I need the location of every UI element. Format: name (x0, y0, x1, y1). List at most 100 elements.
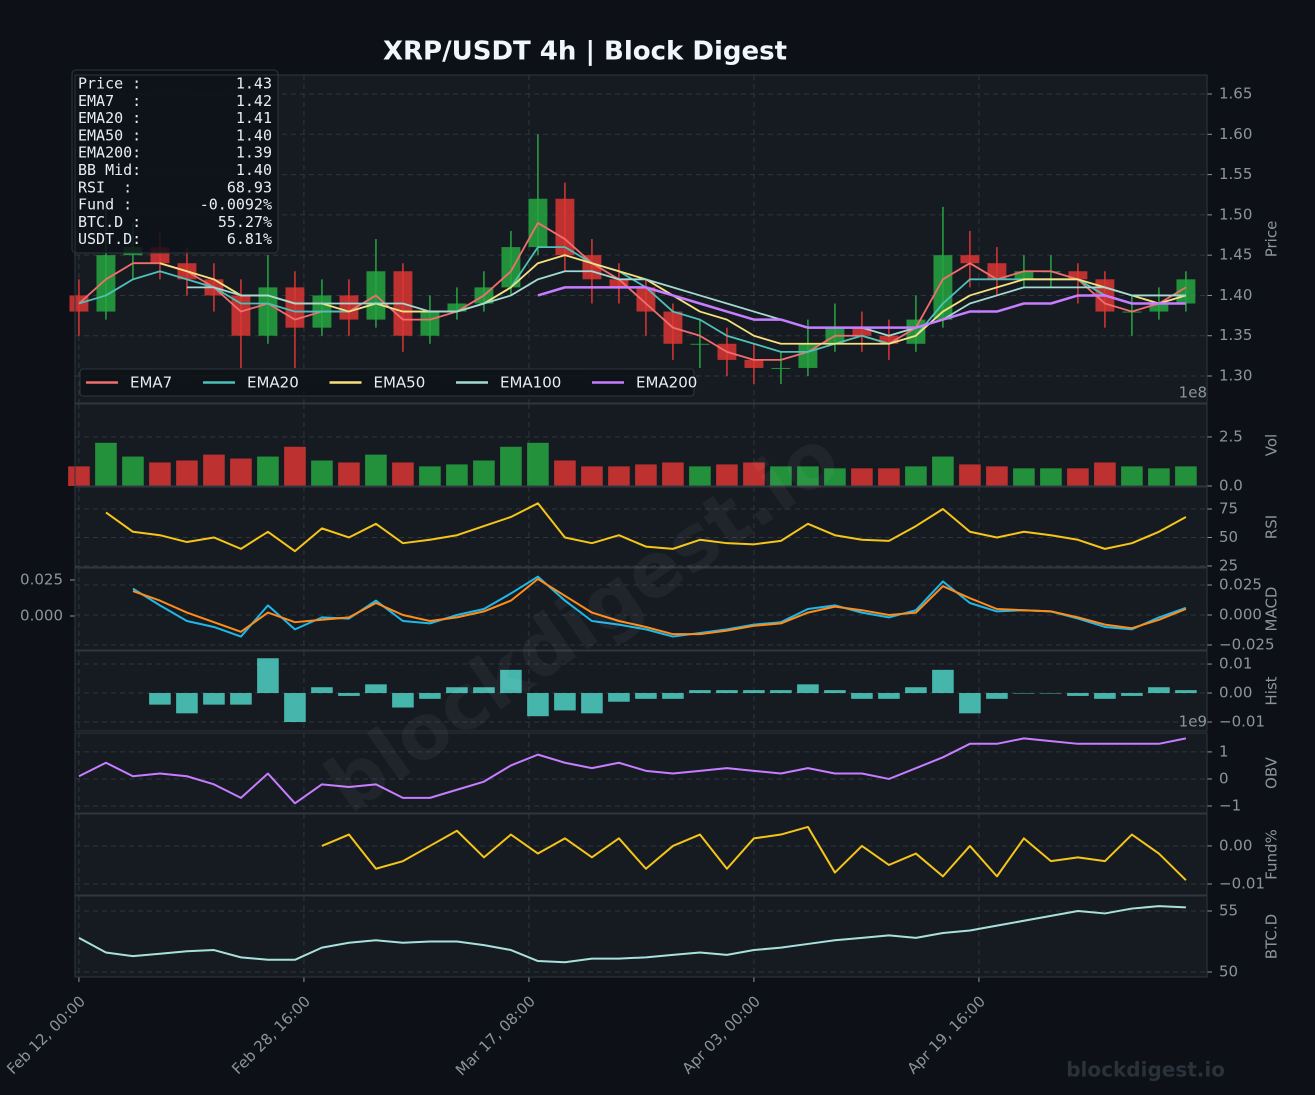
candle-body (1014, 271, 1034, 280)
legend-box (79, 368, 695, 397)
info-label: BTC.D : (78, 213, 141, 231)
y-tick-label: 0.00 (1219, 684, 1252, 702)
axis-offset-text: 1e8 (1179, 384, 1207, 402)
y-tick-label: 1 (1219, 742, 1229, 760)
info-label: BB Mid: (78, 161, 141, 179)
bar (986, 466, 1008, 486)
info-value: 1.39 (236, 144, 272, 162)
bar (1094, 462, 1116, 486)
y-tick-label: 55 (1219, 902, 1238, 920)
bar (851, 693, 873, 699)
info-value: 1.40 (236, 126, 272, 144)
panel-border (74, 732, 1208, 814)
bar (932, 669, 954, 694)
candle-body (879, 335, 899, 344)
bar (203, 454, 225, 486)
bar (1094, 693, 1116, 699)
info-value: 1.41 (236, 109, 272, 127)
info-value: 1.40 (236, 161, 272, 179)
bar (230, 458, 252, 486)
info-value: 6.81% (227, 230, 272, 248)
bar (257, 456, 279, 486)
series-line (105, 502, 1187, 553)
bar (959, 693, 981, 714)
y-tick-label: −0.01 (1219, 713, 1265, 731)
bar (1067, 693, 1089, 696)
bar (770, 690, 792, 694)
candle-body (1149, 303, 1169, 312)
candle-body (420, 311, 440, 336)
bar (1121, 693, 1143, 696)
panel-border (74, 403, 1208, 487)
series-line (321, 825, 1187, 881)
bar (743, 690, 765, 694)
panel-border (74, 895, 1208, 978)
info-label: Price : (78, 75, 141, 93)
info-label: Fund : (78, 196, 132, 214)
axis-offset-text: 1e9 (1179, 713, 1207, 731)
bar (581, 466, 603, 486)
y-axis-label: Fund% (1263, 829, 1281, 880)
bar (1013, 693, 1035, 694)
y-tick-label: −0.025 (1219, 635, 1275, 653)
y-axis-label: Price (1263, 221, 1281, 258)
y-tick-label: 0.0 (1219, 477, 1243, 495)
y-axis-label: BTC.D (1263, 914, 1281, 959)
y2-tick-label: 0.000 (20, 606, 63, 624)
info-label: EMA20 : (78, 109, 141, 127)
panel-border (74, 486, 1208, 568)
y-tick-label: 75 (1219, 499, 1238, 517)
bar (203, 693, 225, 705)
info-label: USDT.D: (78, 230, 141, 248)
credit: blockdigest.io (1066, 1058, 1225, 1082)
panel-border (74, 567, 1208, 651)
bar (743, 462, 765, 486)
y-tick-label: 50 (1219, 528, 1238, 546)
bar (662, 693, 684, 699)
y-tick-label: 1.30 (1219, 367, 1252, 385)
y-tick-label: 0.000 (1219, 605, 1262, 623)
candle-body (501, 247, 521, 288)
bar (635, 693, 657, 699)
info-label: RSI : (78, 178, 132, 196)
bar (257, 658, 279, 694)
panel-border (74, 813, 1208, 896)
bar (1040, 468, 1062, 486)
info-label: EMA50 : (78, 126, 141, 144)
y-axis-label: OBV (1263, 756, 1281, 789)
y-tick-label: 0 (1219, 769, 1229, 787)
candle-body (933, 255, 953, 320)
y-axis-label: RSI (1263, 515, 1281, 539)
bar (554, 460, 576, 486)
bar (959, 464, 981, 486)
bar (905, 687, 927, 694)
candle-body (258, 287, 278, 336)
bar (338, 462, 360, 486)
bar (851, 468, 873, 486)
bar (95, 442, 117, 486)
info-value: 1.42 (236, 92, 272, 110)
bar (527, 693, 549, 717)
bar (824, 468, 846, 486)
legend-label: EMA7 (130, 374, 172, 392)
bar (392, 693, 414, 708)
panel-background (75, 733, 1207, 813)
legend-label: EMA20 (247, 374, 299, 392)
y-tick-label: −1 (1219, 796, 1241, 814)
series-line (132, 578, 1187, 636)
bar (689, 690, 711, 694)
candle-body (987, 263, 1007, 280)
y-tick-label: 50 (1219, 962, 1238, 980)
y-tick-label: 2.5 (1219, 427, 1243, 445)
bar (986, 693, 1008, 699)
bar (419, 693, 441, 699)
bar (68, 466, 90, 486)
bar (365, 454, 387, 486)
bar (149, 462, 171, 486)
candle-body (285, 287, 305, 328)
series-line (132, 575, 1187, 638)
bar (122, 456, 144, 486)
series-line (186, 270, 1186, 337)
info-value: 68.93 (227, 178, 272, 196)
